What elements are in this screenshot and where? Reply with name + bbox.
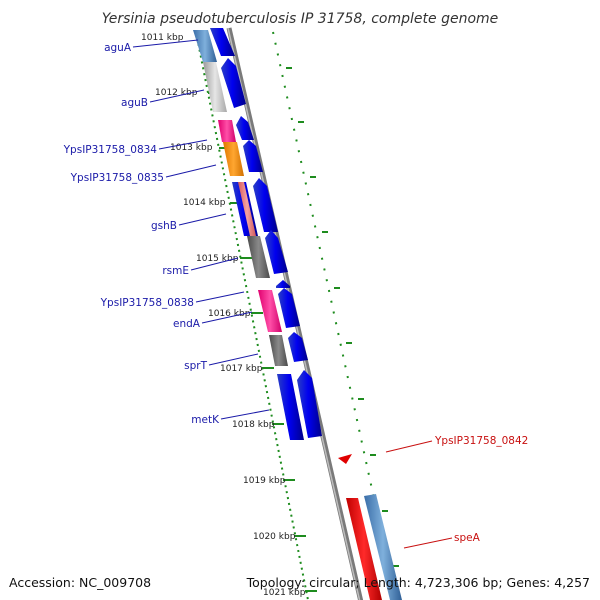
inner-ring-ticks (286, 67, 399, 567)
gene-label-aguB[interactable]: aguB (121, 97, 148, 109)
gene-label-gshB[interactable]: gshB (151, 220, 177, 232)
gene-block-metK (277, 374, 304, 440)
kbp-label: 1021 kbp (263, 588, 306, 598)
gene-label-0835[interactable]: YpsIP31758_0835 (70, 172, 164, 184)
gene-arrow-0842 (338, 454, 352, 464)
gene-block-0835 (223, 142, 244, 176)
gene-label-sprT[interactable]: sprT (184, 360, 207, 372)
gene-arrow-speA (364, 494, 402, 600)
gene-arrow-aguA (210, 28, 235, 56)
gene-arrows (210, 28, 402, 600)
gene-block-0838 (258, 290, 282, 332)
gene-arrow-aguB (221, 58, 246, 108)
gene-arrow-sprT (288, 332, 308, 362)
gene-block-speA-red (346, 498, 382, 600)
map-title: Yersinia pseudotuberculosis IP 31758, co… (102, 11, 499, 27)
gene-block-sprT (269, 335, 288, 366)
gene-label-0842[interactable]: YpsIP31758_0842 (434, 435, 528, 447)
gene-arrow-gshB (253, 178, 278, 232)
kbp-label: 1015 kbp (196, 254, 239, 264)
topology-text: Topology: circular; Length: 4,723,306 bp… (246, 575, 590, 590)
gene-label-speA[interactable]: speA (454, 532, 481, 544)
kbp-label: 1014 kbp (183, 198, 226, 208)
kbp-label: 1018 kbp (232, 420, 275, 430)
gene-label-0838[interactable]: YpsIP31758_0838 (100, 297, 194, 309)
gene-arrow-0838 (276, 280, 290, 288)
gene-arrow-0834 (236, 116, 254, 140)
gene-label-0834[interactable]: YpsIP31758_0834 (63, 144, 158, 156)
leader-lines-left (132, 39, 270, 420)
gene-block-0834 (218, 120, 236, 142)
gene-block-aguA (193, 30, 217, 62)
kbp-label: 1012 kbp (155, 88, 198, 98)
kbp-label: 1019 kbp (243, 476, 286, 486)
gene-label-aguA[interactable]: aguA (104, 42, 132, 54)
gene-label-endA[interactable]: endA (173, 318, 201, 330)
gene-arrow-0835 (243, 140, 263, 172)
gene-label-rsmE[interactable]: rsmE (162, 265, 189, 277)
kbp-label: 1016 kbp (208, 309, 251, 319)
feature-blocks (193, 30, 382, 600)
kbp-label: 1013 kbp (170, 143, 213, 153)
kbp-label: 1011 kbp (141, 33, 184, 43)
gene-label-metK[interactable]: metK (191, 414, 220, 426)
gene-arrow-rsmE (265, 230, 288, 274)
kbp-label: 1017 kbp (220, 364, 263, 374)
leader-lines-right (385, 440, 453, 549)
gene-block-aguB (203, 62, 227, 112)
accession-text: Accession: NC_009708 (9, 575, 152, 590)
gene-arrow-metK (297, 370, 322, 438)
gene-arrow-endA (278, 288, 300, 328)
gene-block-rsmE (247, 236, 270, 278)
outer-dotted-ring (195, 31, 309, 600)
kbp-label: 1020 kbp (253, 532, 296, 542)
